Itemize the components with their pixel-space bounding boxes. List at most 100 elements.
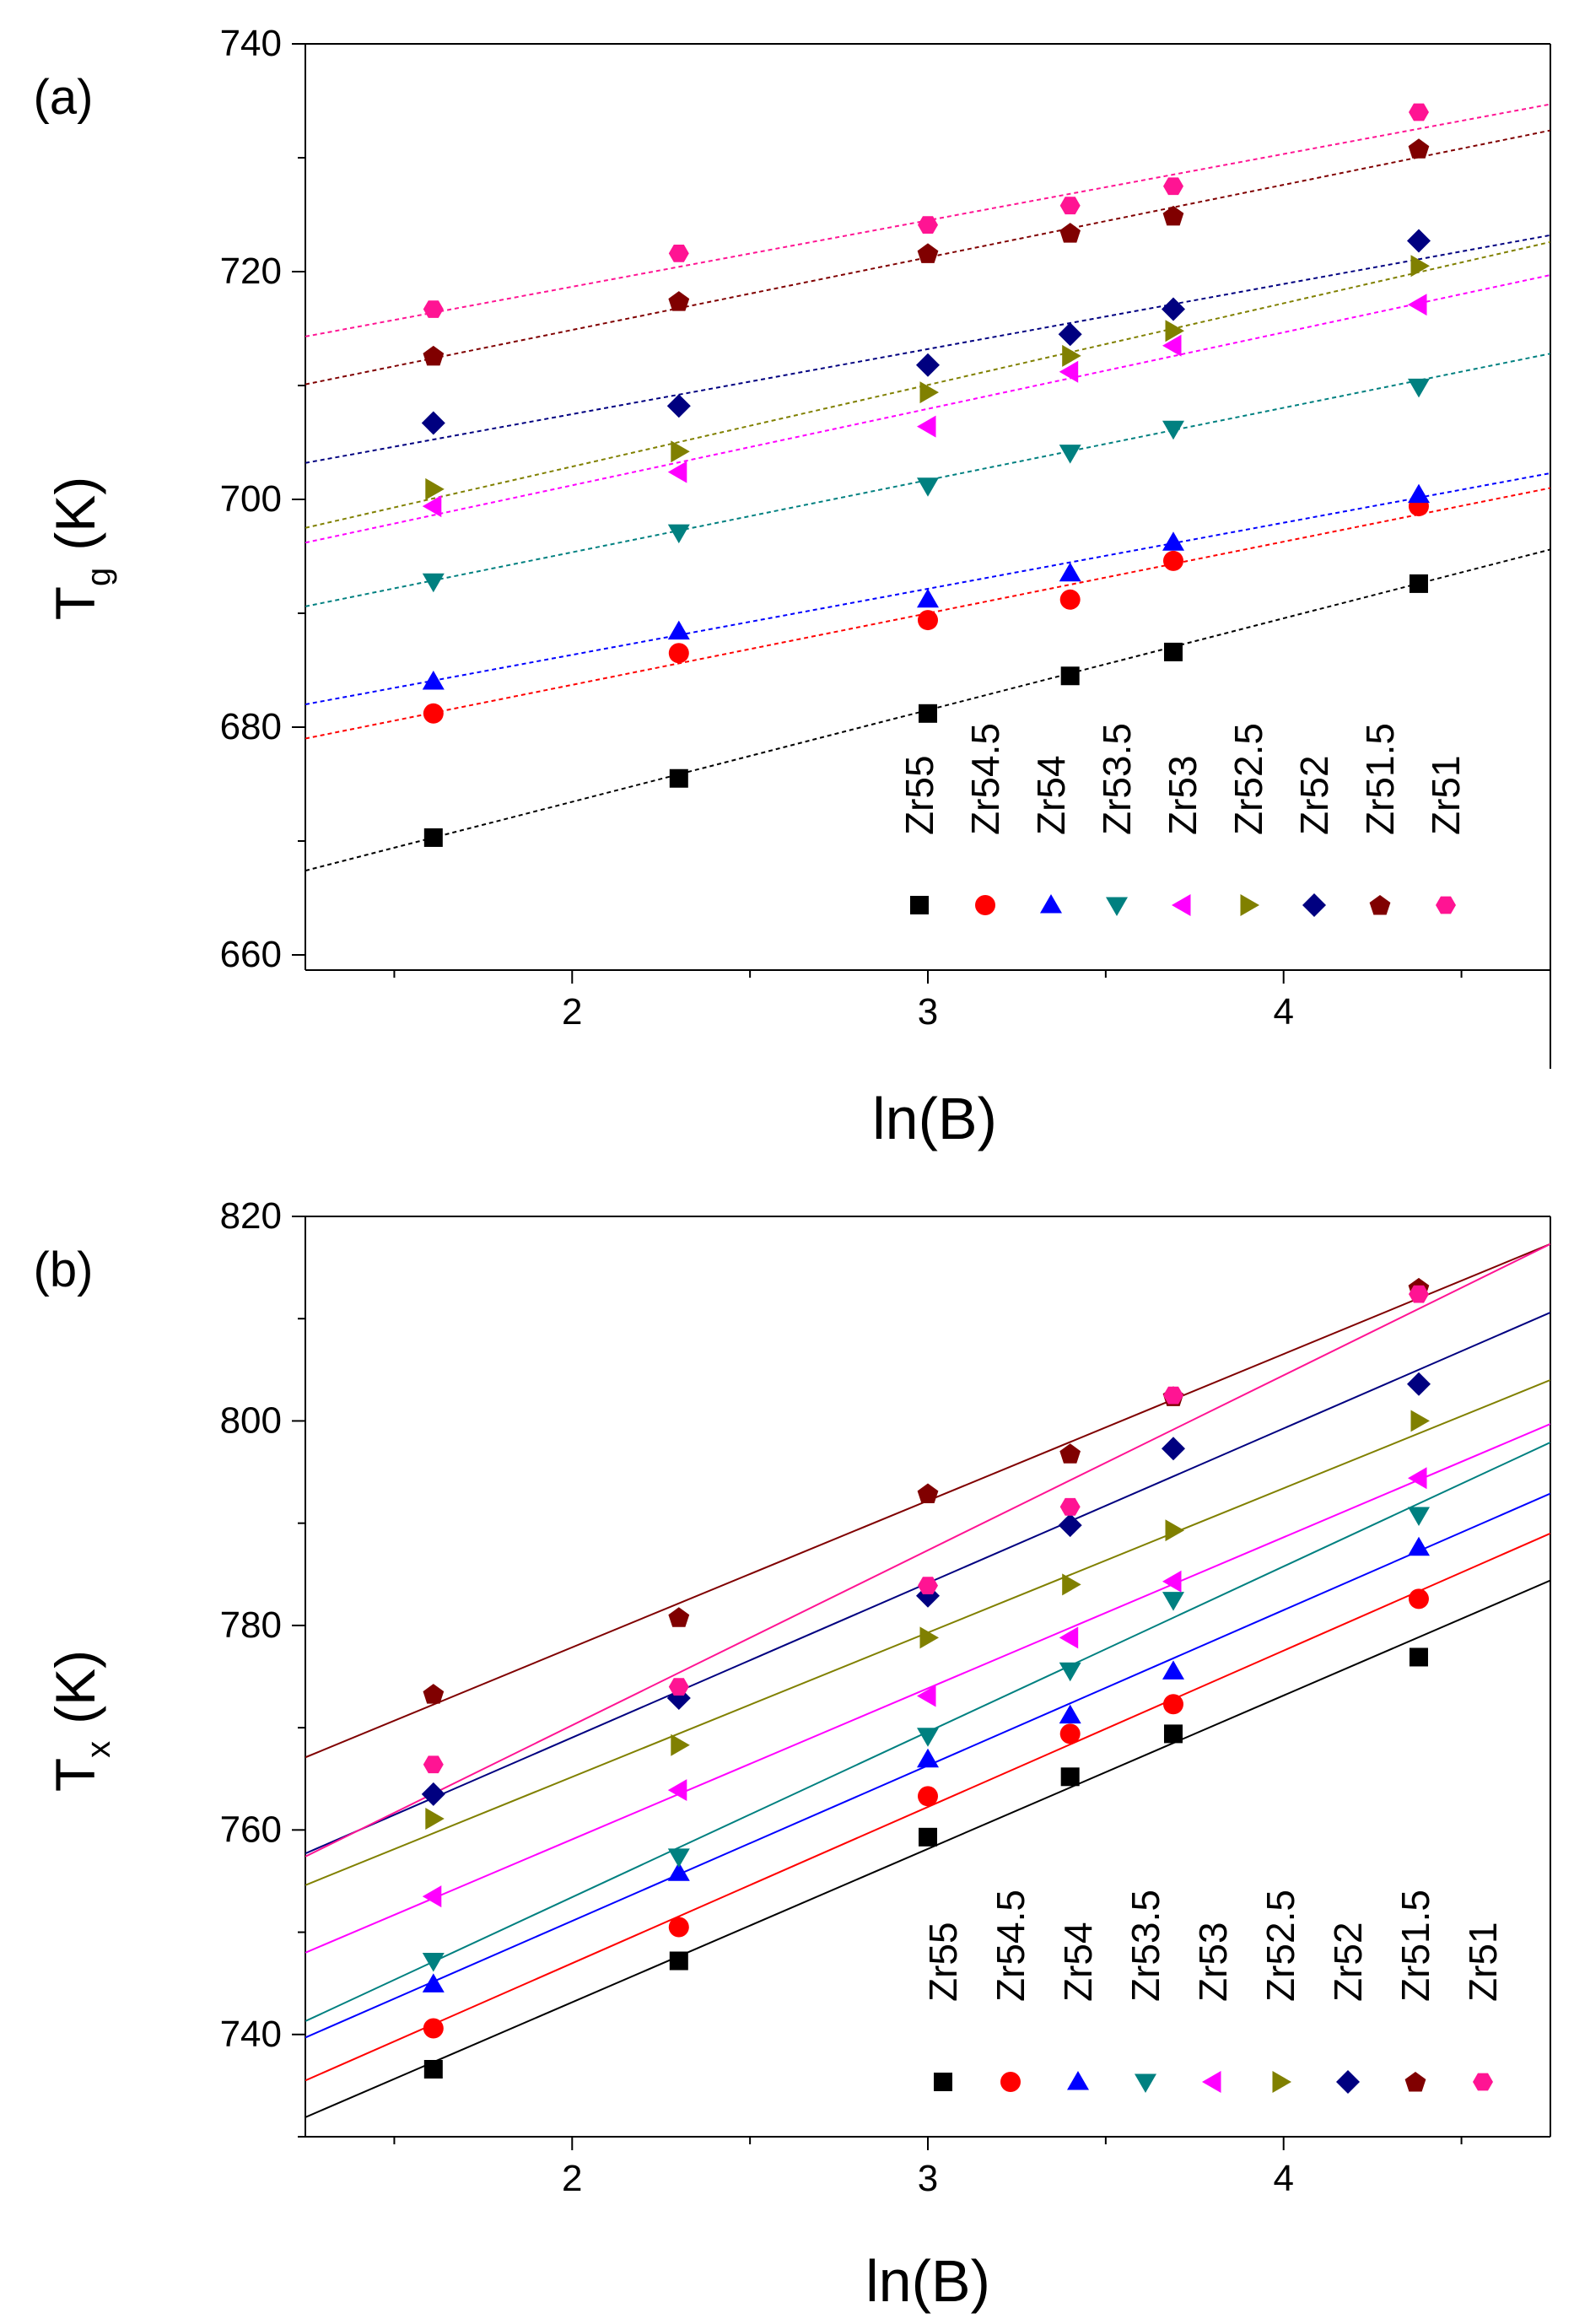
fit-line-zr52: [305, 234, 1550, 464]
series-zr54-5: [423, 1588, 1429, 2039]
data-point: [1059, 1443, 1081, 1464]
legend-label: Zr52.5: [1259, 1890, 1302, 2002]
data-point: [1162, 531, 1184, 551]
data-point: [1059, 589, 1081, 610]
legend-label: Zr54.5: [989, 1890, 1032, 2002]
series-zr53: [422, 294, 1427, 518]
data-point: [422, 1973, 445, 1992]
legend-marker: [1404, 2072, 1426, 2092]
data-point: [422, 495, 442, 518]
x-tick-label: 3: [918, 991, 938, 1033]
data-point: [1408, 1536, 1430, 1556]
data-point: [1162, 334, 1182, 357]
legend-label: Zr54: [1029, 755, 1073, 835]
fit-line-zr53: [305, 1423, 1550, 1954]
legend-label: Zr52: [1292, 755, 1336, 835]
data-point: [667, 1779, 687, 1801]
y-tick-label: 820: [220, 1195, 282, 1237]
legend-marker: [1436, 896, 1456, 914]
fit-line-zr55: [305, 548, 1550, 872]
data-point: [421, 1782, 445, 1806]
data-point: [1060, 1767, 1080, 1787]
data-point: [1163, 1724, 1183, 1744]
data-point: [668, 643, 689, 664]
legend-label: Zr55: [898, 755, 941, 835]
legend-marker: [1240, 894, 1259, 916]
legend-marker: [1135, 2073, 1156, 2093]
data-point: [1162, 550, 1183, 571]
y-tick-label: 700: [220, 478, 282, 520]
y-axis-label-main: T: [44, 1758, 106, 1792]
fit-line-zr54-5: [305, 487, 1550, 740]
y-tick-label: 780: [220, 1604, 282, 1646]
data-point: [1058, 322, 1082, 347]
legend-marker: [1272, 2071, 1291, 2093]
panel-label: (b): [34, 1243, 94, 1297]
data-point: [1410, 1410, 1430, 1432]
fit-line-zr53: [305, 274, 1550, 544]
x-axis-label: ln(B): [865, 2248, 990, 2314]
data-point: [1162, 1660, 1184, 1680]
series-zr51: [423, 103, 1429, 318]
data-point: [422, 671, 445, 690]
series-zr53-5: [422, 1507, 1430, 1972]
data-point: [1058, 1513, 1082, 1538]
legend-label: Zr52: [1326, 1922, 1370, 2002]
data-point: [423, 300, 444, 318]
series-zr55: [423, 1647, 1428, 2079]
data-point: [668, 291, 690, 311]
legend-label: Zr52.5: [1226, 723, 1270, 835]
data-point: [425, 477, 445, 500]
legend-label: Zr54: [1056, 1922, 1100, 2002]
data-point: [1408, 1467, 1427, 1490]
data-point: [1407, 229, 1431, 253]
legend: Zr55 Zr54.5 Zr54 Zr53.5 Zr53 Zr52.5 Zr52 Zr51.5…: [898, 723, 1468, 917]
legend-label: Zr53: [1161, 755, 1205, 835]
data-point: [423, 2059, 443, 2079]
data-point: [919, 1827, 937, 1847]
data-point: [917, 415, 936, 438]
fit-line-zr52-5: [305, 240, 1550, 529]
data-point: [668, 245, 689, 262]
data-point: [1410, 255, 1430, 278]
legend-marker: [1172, 894, 1191, 916]
legend-marker: [1202, 2071, 1221, 2093]
data-point: [1165, 320, 1184, 342]
data-point: [917, 1685, 936, 1707]
legend-marker: [1302, 893, 1326, 917]
data-point: [423, 1684, 445, 1704]
legend-marker: [934, 2073, 952, 2091]
series-zr55: [423, 574, 1428, 847]
fit-line-zr54-5: [305, 1532, 1550, 2082]
fit-line-zr51: [305, 1243, 1550, 1858]
series-zr52: [421, 229, 1431, 435]
data-point: [1408, 483, 1430, 504]
fit-line-zr55: [305, 1579, 1550, 2118]
x-tick-label: 4: [1273, 2158, 1293, 2199]
data-point: [1162, 1437, 1185, 1461]
legend-marker: [1040, 894, 1062, 914]
data-point: [1059, 1497, 1081, 1516]
legend-marker: [1106, 897, 1128, 916]
data-point: [1408, 378, 1430, 398]
data-point: [917, 1748, 939, 1768]
data-point: [422, 573, 445, 593]
data-point: [1059, 197, 1081, 215]
data-point: [1162, 297, 1185, 321]
data-point: [918, 1786, 938, 1807]
data-point: [668, 1917, 689, 1938]
legend-label: Zr53.5: [1124, 1890, 1167, 2002]
y-tick-label: 800: [220, 1399, 282, 1441]
data-point: [1409, 1285, 1429, 1303]
series-zr54: [422, 483, 1430, 690]
series-zr54: [422, 1536, 1430, 1992]
legend-marker: [1336, 2070, 1360, 2094]
data-point: [1163, 642, 1183, 661]
data-point: [1162, 420, 1184, 440]
series-zr52-5: [425, 1410, 1430, 1830]
data-point: [1409, 103, 1429, 121]
data-point: [917, 588, 939, 608]
legend-marker: [1067, 2071, 1089, 2090]
data-point: [423, 345, 445, 366]
y-axis-label-unit: (K): [44, 1650, 106, 1724]
